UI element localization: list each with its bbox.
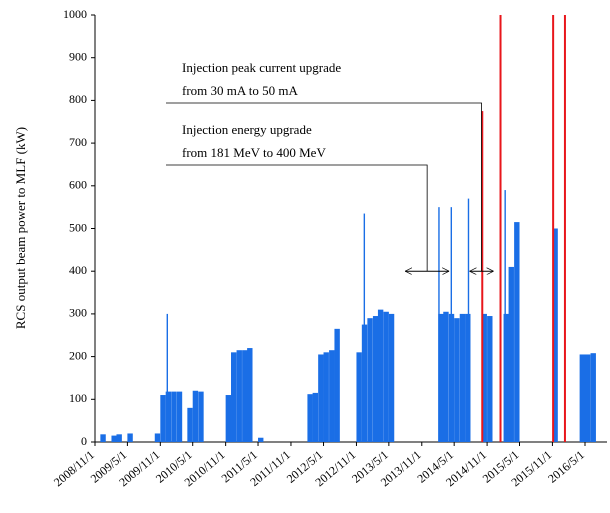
x-tick-label: 2016/5/1 bbox=[545, 448, 587, 486]
bar bbox=[307, 394, 313, 442]
bar bbox=[160, 395, 166, 442]
bar bbox=[242, 350, 248, 442]
bar bbox=[312, 392, 319, 442]
bar bbox=[467, 198, 470, 442]
bar bbox=[116, 434, 122, 442]
event-line bbox=[563, 15, 566, 442]
leader-line bbox=[166, 164, 428, 272]
y-tick-label: 600 bbox=[69, 178, 87, 192]
bar bbox=[127, 433, 133, 442]
y-tick-label: 100 bbox=[69, 391, 87, 405]
bar bbox=[503, 313, 509, 442]
bar bbox=[192, 390, 199, 442]
y-tick-label: 900 bbox=[69, 49, 87, 63]
event-line bbox=[481, 111, 484, 442]
bar bbox=[465, 313, 471, 442]
bar bbox=[176, 391, 183, 442]
bar bbox=[154, 433, 161, 442]
bar bbox=[438, 313, 444, 442]
bar bbox=[584, 354, 591, 442]
bar bbox=[323, 352, 329, 442]
y-tick-label: 700 bbox=[69, 135, 87, 149]
bar bbox=[552, 228, 558, 442]
bar bbox=[171, 391, 177, 442]
x-tick-label: 2008/11/1 bbox=[51, 448, 97, 490]
y-axis-label: RCS output beam power to MLF (kW) bbox=[13, 127, 28, 329]
bar bbox=[481, 313, 487, 442]
bar bbox=[372, 316, 379, 442]
bar bbox=[236, 350, 242, 442]
y-tick-label: 1000 bbox=[63, 7, 87, 21]
bar bbox=[443, 311, 449, 442]
bar bbox=[258, 437, 264, 442]
event-line bbox=[499, 15, 502, 442]
bar bbox=[590, 353, 596, 442]
annotation-text: from 30 mA to 50 mA bbox=[182, 83, 299, 98]
bar bbox=[454, 318, 460, 442]
bar bbox=[356, 352, 362, 442]
bar bbox=[450, 207, 453, 442]
y-tick-label: 300 bbox=[69, 306, 87, 320]
bar bbox=[459, 313, 466, 442]
annotation-text: from 181 MeV to 400 MeV bbox=[182, 145, 326, 160]
y-tick-label: 800 bbox=[69, 92, 87, 106]
bar bbox=[388, 313, 395, 442]
bar bbox=[514, 222, 520, 442]
bar bbox=[225, 395, 232, 442]
bar bbox=[383, 311, 389, 442]
bar bbox=[111, 435, 117, 442]
y-tick-label: 500 bbox=[69, 220, 87, 234]
leader-line bbox=[166, 102, 482, 272]
bar bbox=[487, 316, 493, 442]
bar bbox=[508, 266, 514, 442]
bar bbox=[165, 391, 172, 442]
annotation-text: Injection energy upgrade bbox=[182, 122, 312, 137]
bar bbox=[504, 190, 506, 442]
bar bbox=[363, 213, 366, 442]
event-line bbox=[552, 15, 555, 442]
bar bbox=[166, 313, 168, 442]
bar bbox=[198, 391, 204, 442]
bar bbox=[367, 318, 373, 442]
bar bbox=[334, 328, 340, 442]
y-tick-label: 400 bbox=[69, 263, 87, 277]
y-tick-label: 0 bbox=[81, 434, 87, 448]
bar bbox=[579, 354, 586, 442]
bar bbox=[187, 407, 193, 442]
bar bbox=[100, 434, 106, 442]
y-tick-label: 200 bbox=[69, 348, 87, 362]
bar bbox=[377, 309, 384, 442]
bar bbox=[329, 350, 335, 442]
annotation-text: Injection peak current upgrade bbox=[182, 60, 341, 75]
bar bbox=[438, 207, 440, 442]
bar bbox=[247, 348, 253, 442]
bar bbox=[231, 352, 237, 442]
bar bbox=[318, 354, 324, 442]
